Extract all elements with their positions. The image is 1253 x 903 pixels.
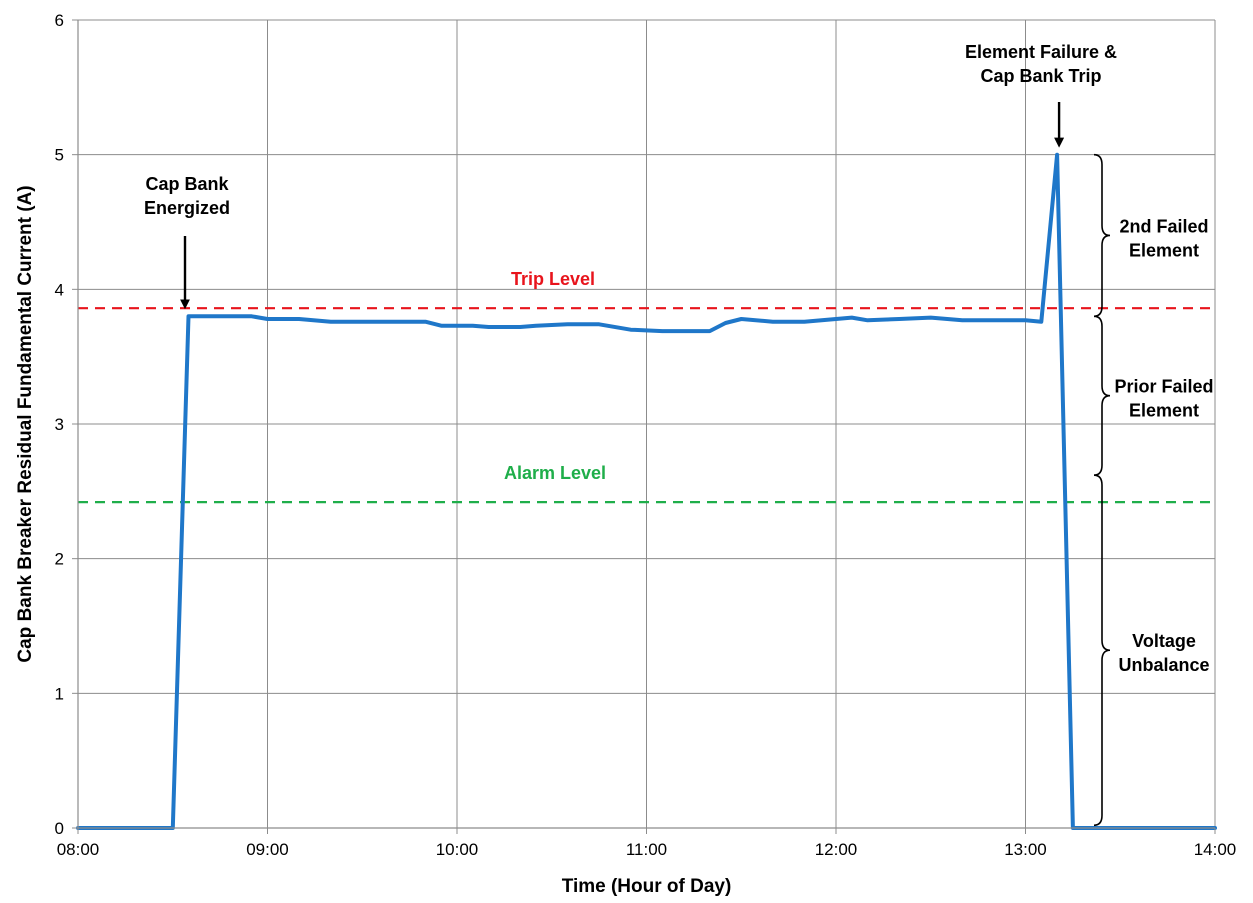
bracket-label-line: Voltage xyxy=(1132,631,1196,651)
bracket-label: Prior Failed Element xyxy=(1114,377,1213,421)
bracket-label: 2nd Failed Element xyxy=(1119,216,1208,260)
bracket xyxy=(1093,474,1111,827)
bracket-label-line: Element xyxy=(1129,240,1199,260)
reference-line-label: Trip Level xyxy=(511,269,595,289)
series-layer xyxy=(76,152,1217,830)
annotation-line: Cap Bank xyxy=(145,174,229,194)
y-tick-label: 5 xyxy=(55,146,64,165)
y-tick-label: 2 xyxy=(55,550,64,569)
x-tick-label: 14:00 xyxy=(1194,840,1237,859)
y-tick-label: 1 xyxy=(55,684,64,703)
annotation-line: Element Failure & xyxy=(965,42,1117,62)
annotations: Cap Bank Energized Element Failure & Cap Ba… xyxy=(144,42,1214,827)
reference-line-label: Alarm Level xyxy=(504,463,606,483)
bracket-label-line: Element xyxy=(1129,401,1199,421)
annotation-line: Cap Bank Trip xyxy=(980,66,1101,86)
bracket-label-line: 2nd Failed xyxy=(1119,216,1208,236)
x-tick-label: 12:00 xyxy=(815,840,858,859)
x-tick-label: 10:00 xyxy=(436,840,479,859)
y-tick-label: 6 xyxy=(55,11,64,30)
bracket-label-line: Prior Failed xyxy=(1114,377,1213,397)
annotation-label: Element Failure & Cap Bank Trip xyxy=(965,42,1117,86)
bracket-label-line: Unbalance xyxy=(1118,655,1209,675)
grid xyxy=(77,19,1216,829)
y-axis-title: Cap Bank Breaker Residual Fundamental Cu… xyxy=(15,185,36,662)
bracket xyxy=(1093,153,1111,318)
bracket-label: Voltage Unbalance xyxy=(1118,631,1209,675)
annotation-label: Cap Bank Energized xyxy=(144,174,230,218)
y-tick-label: 0 xyxy=(55,819,64,838)
data-series-line xyxy=(76,152,1217,830)
x-tick-label: 08:00 xyxy=(57,840,100,859)
axes: 0 1 2 3 4 5 6 08:00 09:00 10:00 11:00 12:00 13:00 14:… xyxy=(55,11,1237,859)
annotation-line: Energized xyxy=(144,198,230,218)
x-tick-label: 11:00 xyxy=(626,840,667,859)
bracket xyxy=(1093,315,1111,476)
reference-lines: Trip Level Alarm Level xyxy=(78,269,1215,504)
y-tick-label: 3 xyxy=(55,415,64,434)
x-axis-title: Time (Hour of Day) xyxy=(562,876,732,897)
x-tick-label: 13:00 xyxy=(1004,840,1047,859)
y-tick-label: 4 xyxy=(55,280,64,299)
x-tick-label: 09:00 xyxy=(246,840,289,859)
